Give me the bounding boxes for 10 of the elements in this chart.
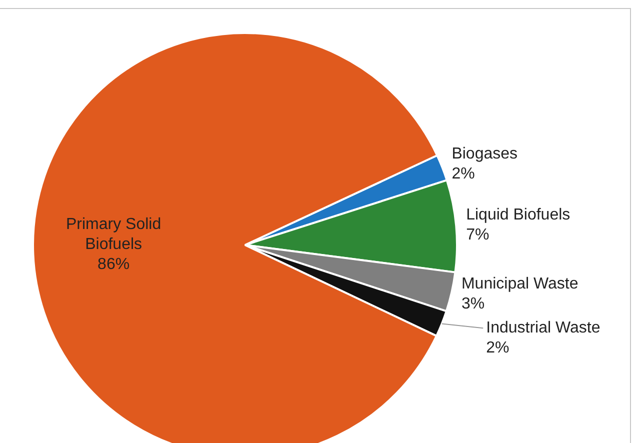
slice-label: Industrial Waste [486, 320, 600, 337]
data-label: 7% [466, 226, 490, 244]
slice-label: Liquid Biofuels [466, 206, 570, 224]
data-label: 2% [486, 340, 510, 357]
data-label: 86% [98, 256, 130, 273]
slice-label: Municipal Waste [461, 276, 578, 293]
data-label: 3% [461, 296, 485, 313]
data-label: 2% [452, 165, 475, 182]
slice-label: Primary Solid Biofuels [66, 216, 162, 253]
slice-label: Biogases [452, 145, 518, 162]
